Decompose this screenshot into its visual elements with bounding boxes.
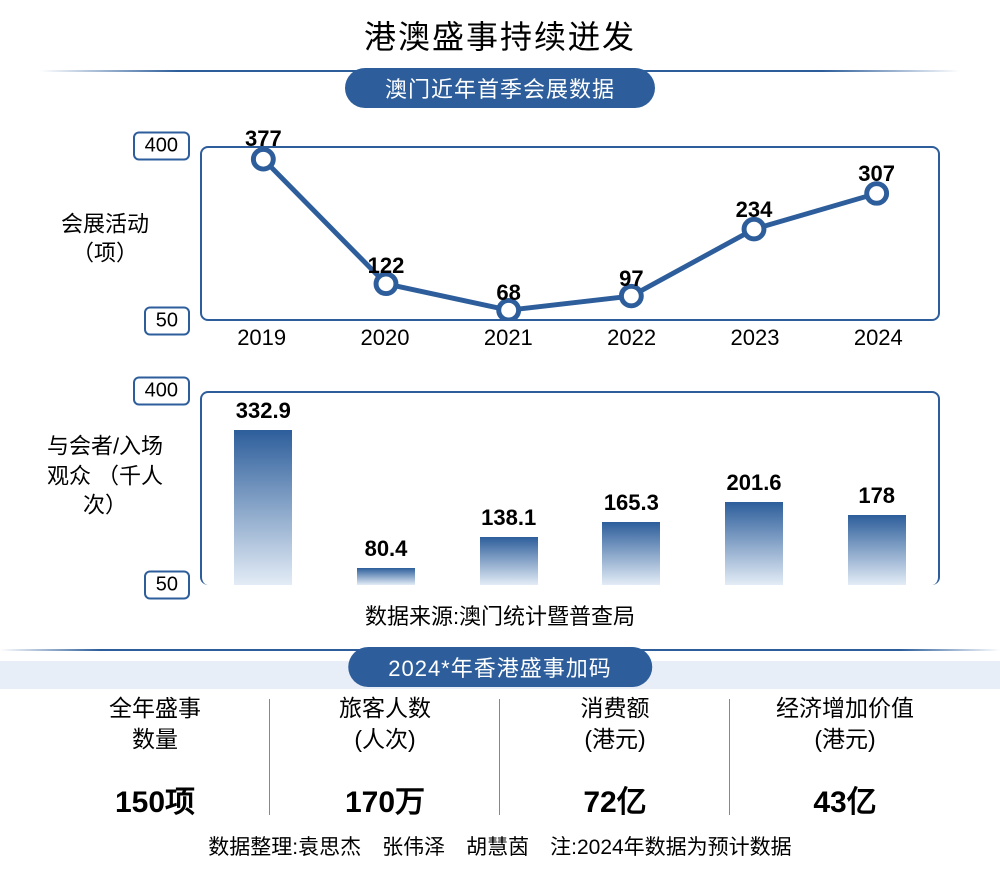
bar-slot: 332.9 bbox=[202, 393, 325, 585]
stat-item: 全年盛事 数量 150项 bbox=[40, 693, 270, 821]
stat-value: 170万 bbox=[270, 777, 500, 821]
bar-data-label: 178 bbox=[858, 483, 895, 509]
x-label: 2020 bbox=[323, 325, 446, 361]
x-label: 2021 bbox=[447, 325, 570, 361]
section2-subtitle: 2024*年香港盛事加码 bbox=[348, 647, 652, 687]
x-label: 2024 bbox=[817, 325, 940, 361]
line-y-tick-bottom: 50 bbox=[144, 307, 190, 336]
data-source: 数据来源:澳门统计暨普查局 bbox=[0, 599, 1000, 631]
line-y-tick-top: 400 bbox=[133, 132, 190, 161]
bar-data-label: 201.6 bbox=[726, 470, 781, 496]
stat-label: 经济增加价值 (港元) bbox=[730, 693, 960, 755]
stat-label: 消费额 (港元) bbox=[500, 693, 730, 755]
stats-row: 全年盛事 数量 150项旅客人数 (人次) 170万消费额 (港元) 72亿经济增加价… bbox=[40, 693, 960, 821]
bar-data-label: 138.1 bbox=[481, 505, 536, 531]
bar-rect: 165.3 bbox=[602, 522, 660, 585]
stat-item: 经济增加价值 (港元) 43亿 bbox=[730, 693, 960, 821]
stat-item: 旅客人数 (人次) 170万 bbox=[270, 693, 500, 821]
bars-container: 332.9 80.4 138.1 165.3 201.6 178 bbox=[202, 393, 938, 585]
line-plot: 3771226897234307 bbox=[200, 146, 940, 321]
stat-item: 消费额 (港元) 72亿 bbox=[500, 693, 730, 821]
bar-data-label: 332.9 bbox=[236, 398, 291, 424]
x-label: 2023 bbox=[693, 325, 816, 361]
bar-slot: 201.6 bbox=[693, 393, 816, 585]
x-label: 2019 bbox=[200, 325, 323, 361]
line-data-label: 122 bbox=[368, 253, 405, 279]
stat-label: 旅客人数 (人次) bbox=[270, 693, 500, 755]
line-x-labels: 201920202021202220232024 bbox=[200, 325, 940, 361]
bar-data-label: 80.4 bbox=[365, 536, 408, 562]
line-data-label: 307 bbox=[858, 161, 895, 187]
bar-slot: 80.4 bbox=[325, 393, 448, 585]
line-axis-title: 会展活动 （项） bbox=[40, 209, 170, 268]
bar-slot: 138.1 bbox=[447, 393, 570, 585]
bar-slot: 165.3 bbox=[570, 393, 693, 585]
line-data-label: 234 bbox=[736, 197, 773, 223]
x-label: 2022 bbox=[570, 325, 693, 361]
bar-rect: 178 bbox=[848, 515, 906, 585]
stat-value: 43亿 bbox=[730, 777, 960, 821]
bar-axis-title: 与会者/入场观众 （千人次） bbox=[40, 431, 170, 520]
bar-rect: 80.4 bbox=[357, 568, 415, 585]
bar-rect: 138.1 bbox=[480, 537, 538, 585]
stat-value: 150项 bbox=[40, 777, 270, 821]
bar-slot: 178 bbox=[815, 393, 938, 585]
section2-divider: 2024*年香港盛事加码 bbox=[0, 643, 1000, 687]
line-svg bbox=[202, 148, 938, 319]
bar-y-tick-top: 400 bbox=[133, 377, 190, 406]
bar-plot: 332.9 80.4 138.1 165.3 201.6 178 bbox=[200, 391, 940, 585]
bar-rect: 332.9 bbox=[234, 430, 292, 585]
line-data-label: 377 bbox=[245, 126, 282, 152]
line-data-label: 68 bbox=[496, 280, 520, 306]
bar-y-area: 与会者/入场观众 （千人次） 400 50 bbox=[40, 361, 190, 591]
bar-data-label: 165.3 bbox=[604, 490, 659, 516]
stat-value: 72亿 bbox=[500, 777, 730, 821]
footnote: 数据整理:袁思杰 张伟泽 胡慧茵 注:2024年数据为预计数据 bbox=[0, 831, 1000, 861]
section1-subtitle-bar: 澳门近年首季会展数据 bbox=[40, 70, 960, 106]
bar-rect: 201.6 bbox=[725, 502, 783, 585]
line-y-area: 会展活动 （项） 400 50 bbox=[40, 116, 190, 361]
bar-chart-block: 与会者/入场观众 （千人次） 400 50 332.9 80.4 138.1 165.… bbox=[40, 361, 960, 591]
main-title: 港澳盛事持续迸发 bbox=[0, 0, 1000, 66]
line-data-label: 97 bbox=[619, 266, 643, 292]
bar-y-tick-bottom: 50 bbox=[144, 571, 190, 600]
stat-label: 全年盛事 数量 bbox=[40, 693, 270, 755]
section1-subtitle: 澳门近年首季会展数据 bbox=[345, 68, 655, 108]
line-chart-block: 会展活动 （项） 400 50 3771226897234307 2019202… bbox=[40, 116, 960, 361]
